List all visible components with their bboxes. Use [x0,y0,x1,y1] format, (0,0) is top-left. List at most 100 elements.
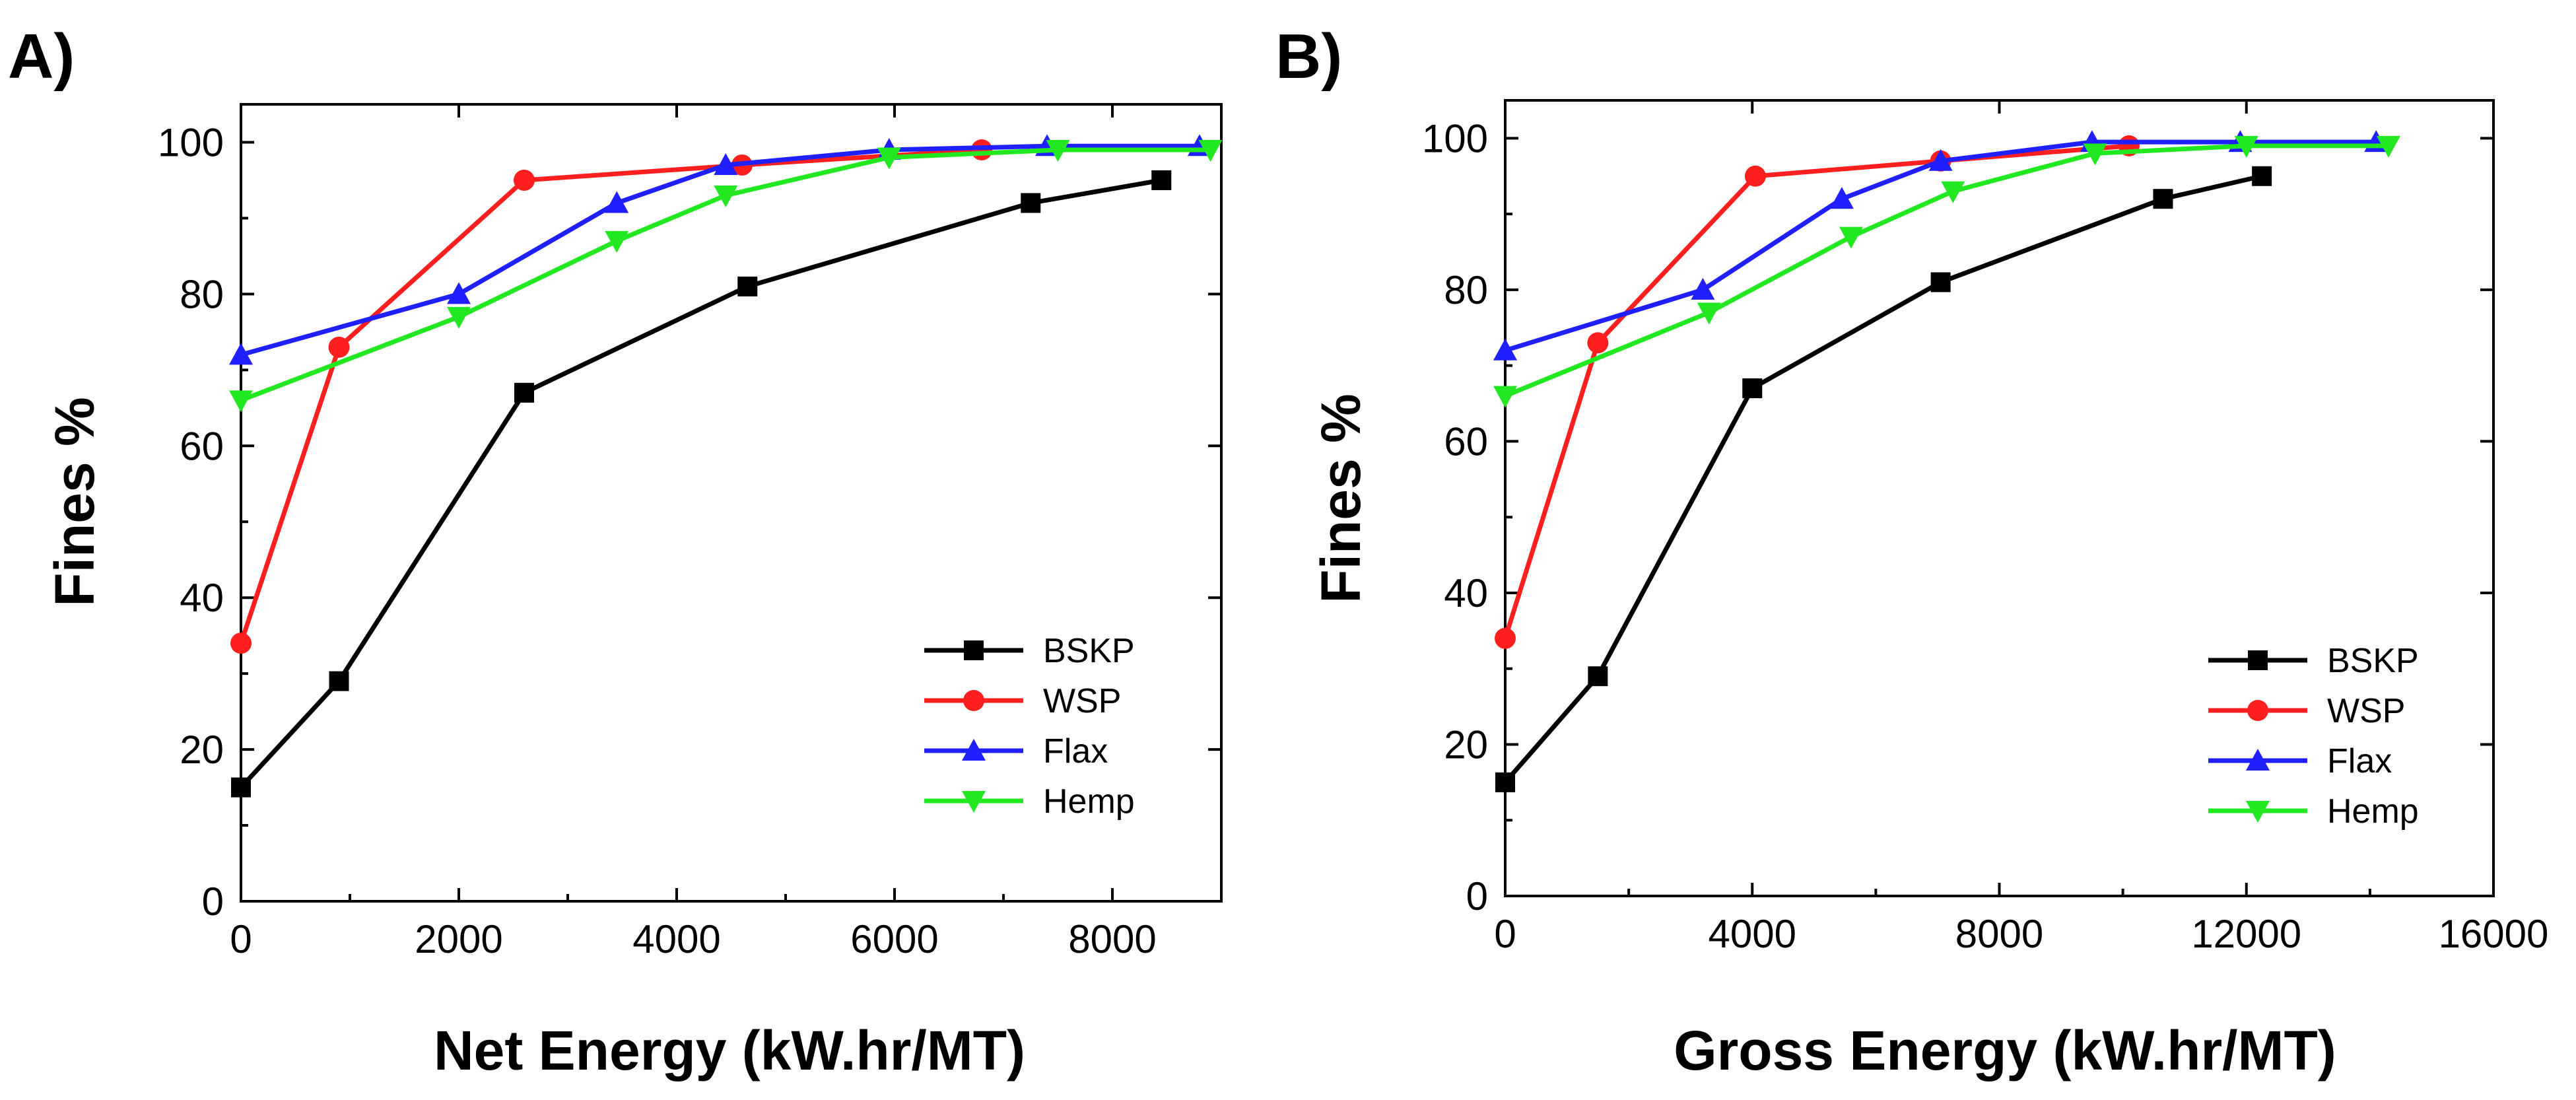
legend-item-flax: Flax [924,732,1108,771]
data-point-hemp [2083,143,2107,166]
data-point-hemp [1493,386,1517,408]
y-tick-label: 100 [158,120,224,164]
legend-label: WSP [2327,692,2405,730]
data-point-hemp [447,306,471,329]
legend-label: BSKP [2327,642,2419,680]
data-point-wsp [230,633,252,654]
panel-a-plot-area: 0 2000 4000 6000 8000 0 20 40 60 80 100 BSKP WSP Fla… [158,103,1223,961]
data-point-flax [229,343,253,365]
legend-label: BSKP [1043,632,1135,670]
data-point-bskp [1588,666,1608,687]
panel-a-legend: BSKP WSP Flax Hemp [924,632,1135,821]
legend-swatch-marker [964,640,984,660]
data-point-flax [605,191,629,213]
panel-a-series [229,134,1223,798]
legend-item-hemp: Hemp [924,782,1135,821]
x-tick-label: 12000 [2191,912,2301,956]
y-tick-label: 0 [202,879,224,924]
x-tick-label: 4000 [1709,912,1796,956]
x-tick-label: 4000 [632,917,720,961]
series-flax [1493,130,2389,361]
y-tick-label: 60 [180,424,224,468]
y-tick-label: 20 [1444,722,1488,767]
y-tick-label: 100 [1422,116,1488,160]
data-point-hemp [229,390,253,413]
x-tick-label: 0 [1494,912,1516,956]
legend-swatch-marker [2247,700,2268,721]
data-point-bskp [329,671,349,691]
panel-a-ticks: 0 2000 4000 6000 8000 0 20 40 60 80 100 [158,104,1221,961]
data-point-wsp [514,169,535,191]
data-point-bskp [514,382,534,403]
data-point-flax [1829,187,1854,209]
y-tick-label: 60 [1444,419,1488,464]
series-line-wsp [1503,143,2130,639]
legend-swatch-marker [962,739,986,761]
legend-item-wsp: WSP [924,682,1121,720]
series-line-bskp [1503,174,2262,784]
x-tick-label: 8000 [1955,912,2043,956]
panel-b-legend: BSKP WSP Flax Hemp [2208,642,2419,831]
y-tick-label: 80 [1444,268,1488,312]
data-point-hemp [605,230,629,253]
data-point-bskp [1021,193,1041,213]
panel-a: A) Fines % Net Energy (kW.hr/MT) 0 2000 40… [8,21,1223,1082]
data-point-wsp [1495,627,1516,649]
series-hemp [1493,135,2400,408]
data-point-hemp [1697,302,1721,325]
legend-swatch-marker [2248,650,2268,670]
data-point-bskp [737,276,758,296]
data-point-flax [1493,338,1517,361]
legend-swatch-marker [2246,749,2270,771]
data-point-flax [447,282,471,304]
panel-a-y-axis-title: Fines % [44,397,106,606]
legend-swatch-marker [962,791,986,813]
data-point-hemp [1839,226,1863,249]
y-tick-label: 0 [1466,874,1488,918]
x-tick-label: 8000 [1068,917,1156,961]
legend-item-bskp: BSKP [2208,642,2419,680]
legend-label: Hemp [1043,782,1135,821]
legend-label: WSP [1043,682,1121,720]
panel-a-label: A) [8,21,75,92]
series-line-flax [1504,139,2377,353]
series-line-bskp [239,178,1162,789]
data-point-hemp [1046,139,1070,162]
legend-label: Flax [1043,732,1108,771]
data-point-hemp [1198,139,1223,162]
x-tick-label: 2000 [415,917,502,961]
data-point-flax [714,153,738,175]
data-point-flax [1691,277,1715,300]
series-wsp [230,139,992,654]
panel-a-x-axis-title: Net Energy (kW.hr/MT) [434,1019,1025,1082]
data-point-bskp [1495,772,1515,792]
legend-swatch-marker [963,690,984,711]
data-point-hemp [1941,181,1965,203]
y-tick-label: 80 [180,272,224,316]
series-wsp [1495,135,2140,649]
legend-item-hemp: Hemp [2208,792,2419,831]
x-tick-label: 0 [230,917,252,961]
panel-b-series [1493,130,2400,792]
data-point-hemp [2376,135,2400,158]
x-tick-label: 6000 [850,917,938,961]
legend-swatch-marker [2246,801,2270,823]
data-point-hemp [714,185,738,207]
series-line-wsp [238,147,982,644]
legend-item-flax: Flax [2208,742,2392,780]
legend-item-bskp: BSKP [924,632,1135,670]
data-point-wsp [1744,165,1766,187]
legend-label: Hemp [2327,792,2419,831]
series-hemp [229,139,1223,413]
panel-b-label: B) [1275,21,1342,92]
panel-b-plot-area: 0 4000 8000 12000 16000 0 20 40 60 80 100 BSKP WSP F… [1422,99,2548,956]
y-tick-label: 20 [180,728,224,772]
series-bskp [231,170,1172,798]
panel-b-y-axis-title: Fines % [1310,394,1372,603]
data-point-hemp [877,147,901,170]
series-bskp [1495,166,2272,792]
data-point-bskp [1930,272,1951,292]
y-tick-label: 40 [180,576,224,620]
panel-b-ticks: 0 4000 8000 12000 16000 0 20 40 60 80 100 [1422,100,2548,956]
